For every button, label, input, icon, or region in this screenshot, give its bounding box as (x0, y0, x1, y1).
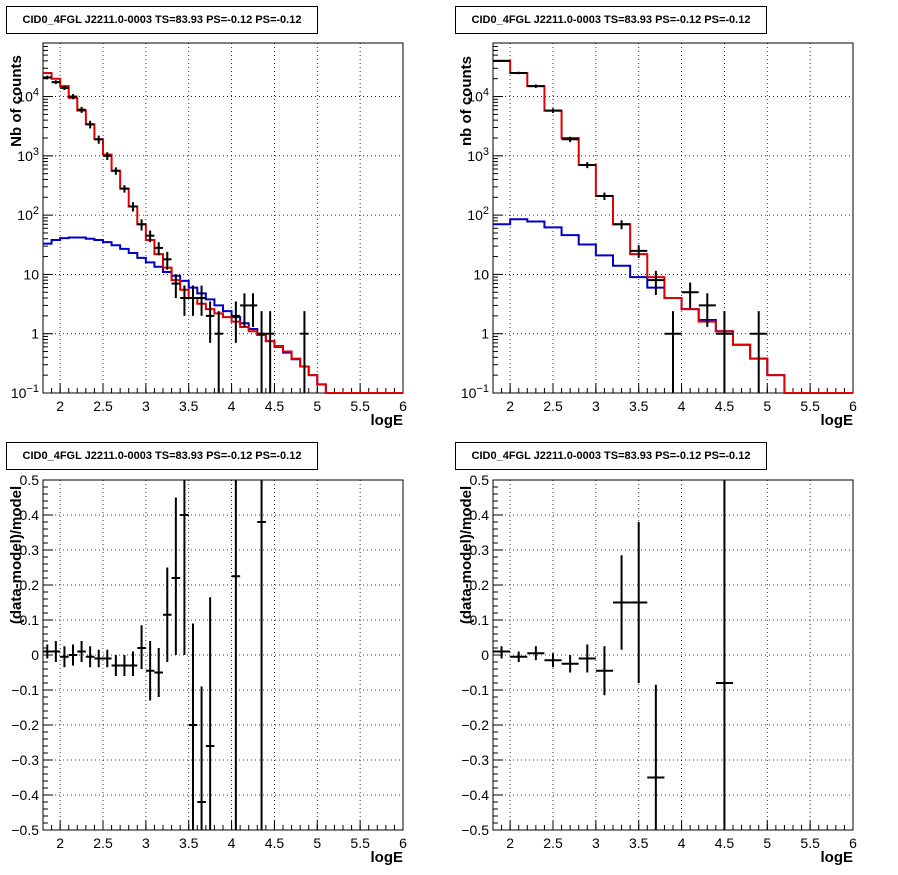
y-tick-label: −0.5 (461, 822, 489, 838)
y-tick-label: −0.1 (461, 682, 489, 698)
x-axis-label: logE (371, 849, 404, 866)
x-tick-label: 5 (313, 398, 321, 414)
y-tick-label: 104 (467, 87, 489, 105)
y-tick-label: −0.2 (461, 717, 489, 733)
y-tick-label: 103 (467, 146, 489, 164)
y-tick-label: 0.2 (470, 577, 490, 593)
y-axis-label: Nb of counts (8, 55, 25, 147)
x-tick-label: 2.5 (543, 835, 563, 851)
x-axis-label: logE (821, 849, 854, 866)
x-tick-label: 2 (506, 398, 514, 414)
y-tick-label: 0.3 (20, 542, 40, 558)
y-tick-label: 102 (467, 205, 489, 223)
x-tick-label: 6 (849, 835, 857, 851)
y-tick-label: −0.1 (11, 682, 39, 698)
y-axis-label: nb of counts (458, 56, 475, 146)
x-tick-label: 2 (506, 835, 514, 851)
x-tick-label: 3 (592, 398, 600, 414)
x-tick-label: 6 (399, 398, 407, 414)
y-tick-label: 0.2 (20, 577, 40, 593)
x-tick-label: 6 (399, 835, 407, 851)
x-tick-label: 2 (56, 835, 64, 851)
y-tick-label: 10 (23, 266, 39, 282)
y-tick-label: 102 (17, 205, 39, 223)
y-axis-label: (data-model)/model (458, 486, 475, 624)
x-tick-label: 2.5 (93, 835, 113, 851)
y-tick-label: 0.5 (470, 472, 490, 488)
chart-title: CID0_4FGL J2211.0-0003 TS=83.93 PS=-0.12… (22, 14, 302, 26)
y-axis-label: (data-model)/model (8, 486, 25, 624)
x-tick-label: 3.5 (179, 835, 199, 851)
y-tick-label: −0.4 (11, 787, 39, 803)
x-tick-label: 3 (142, 398, 150, 414)
x-tick-label: 4 (678, 835, 686, 851)
title-box-top-left: CID0_4FGL J2211.0-0003 TS=83.93 PS=-0.12… (6, 6, 318, 34)
x-tick-label: 5.5 (350, 835, 370, 851)
y-tick-label: 104 (17, 87, 39, 105)
y-tick-label: 0.1 (470, 612, 490, 628)
chart-title: CID0_4FGL J2211.0-0003 TS=83.93 PS=-0.12… (22, 450, 302, 462)
x-tick-label: 4 (228, 835, 236, 851)
y-tick-label: −0.3 (461, 752, 489, 768)
title-box-top-right: CID0_4FGL J2211.0-0003 TS=83.93 PS=-0.12… (455, 6, 767, 34)
y-tick-label: 10 (473, 266, 489, 282)
y-tick-label: 1 (31, 326, 39, 342)
x-tick-label: 5 (763, 398, 771, 414)
x-tick-label: 3.5 (629, 835, 649, 851)
x-tick-label: 3 (592, 835, 600, 851)
x-tick-label: 2.5 (93, 398, 113, 414)
chart-title: CID0_4FGL J2211.0-0003 TS=83.93 PS=-0.12… (471, 14, 751, 26)
y-tick-label: −0.4 (461, 787, 489, 803)
x-tick-label: 4 (228, 398, 236, 414)
y-tick-label: 0.3 (470, 542, 490, 558)
y-tick-label: 0.4 (470, 507, 490, 523)
x-tick-label: 4.5 (715, 835, 735, 851)
y-tick-label: 103 (17, 146, 39, 164)
x-tick-label: 5.5 (350, 398, 370, 414)
x-axis-label: logE (371, 412, 404, 429)
chart-title: CID0_4FGL J2211.0-0003 TS=83.93 PS=-0.12… (471, 450, 751, 462)
y-tick-label: 0.4 (20, 507, 40, 523)
x-tick-label: 2.5 (543, 398, 563, 414)
y-tick-label: 0.5 (20, 472, 40, 488)
y-tick-label: −0.5 (11, 822, 39, 838)
x-tick-label: 5 (763, 835, 771, 851)
x-axis-label: logE (821, 412, 854, 429)
y-tick-label: −0.3 (11, 752, 39, 768)
total-model-histogram (43, 71, 403, 394)
y-tick-label: 1 (481, 326, 489, 342)
y-tick-label: 10−1 (461, 383, 489, 401)
x-tick-label: 4.5 (715, 398, 735, 414)
x-tick-label: 2 (56, 398, 64, 414)
x-tick-label: 6 (849, 398, 857, 414)
x-tick-label: 3.5 (179, 398, 199, 414)
y-tick-label: 10−1 (11, 383, 39, 401)
y-tick-label: 0 (31, 647, 39, 663)
plot-frame (42, 42, 404, 394)
x-tick-label: 4.5 (265, 398, 285, 414)
x-tick-label: 5.5 (800, 835, 820, 851)
title-box-bottom-left: CID0_4FGL J2211.0-0003 TS=83.93 PS=-0.12… (6, 442, 318, 470)
x-tick-label: 4.5 (265, 835, 285, 851)
y-tick-label: −0.2 (11, 717, 39, 733)
title-box-bottom-right: CID0_4FGL J2211.0-0003 TS=83.93 PS=-0.12… (455, 442, 767, 470)
x-tick-label: 4 (678, 398, 686, 414)
x-tick-label: 3 (142, 835, 150, 851)
x-tick-label: 5.5 (800, 398, 820, 414)
x-tick-label: 3.5 (629, 398, 649, 414)
x-tick-label: 5 (313, 835, 321, 851)
y-tick-label: 0 (481, 647, 489, 663)
y-tick-label: 0.1 (20, 612, 40, 628)
